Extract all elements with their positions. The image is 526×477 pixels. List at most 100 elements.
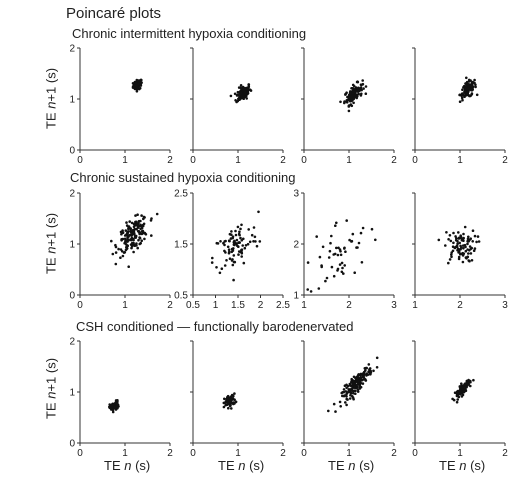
data-point [342,272,345,275]
data-point [464,256,468,259]
data-point [460,382,463,386]
data-point [344,92,347,96]
data-point [223,397,226,401]
data-point [232,243,236,246]
data-point [353,385,356,389]
data-point [361,79,365,82]
data-point [140,226,144,230]
data-point [119,230,123,234]
data-point [228,239,231,243]
data-point [336,253,340,257]
data-point [352,391,355,395]
data-point [149,219,153,222]
data-point [231,258,234,261]
data-point [345,383,348,387]
data-point [123,241,126,245]
data-point [458,386,462,389]
data-point [126,230,130,233]
x-axis-label-col-3: TE n (s) [328,458,375,473]
data-point [466,92,470,95]
data-point [466,248,469,251]
data-point [356,390,360,393]
data-point [239,84,243,87]
data-point [357,92,361,96]
data-point [125,245,128,249]
data-point [229,402,232,406]
data-point [452,241,455,245]
data-point [357,373,361,376]
data-point [324,279,327,283]
data-point [347,104,351,107]
data-point [470,259,474,262]
data-point [226,245,230,249]
data-point [469,384,472,388]
data-point [452,231,455,235]
data-point [114,251,118,254]
data-point [355,246,358,249]
x-tick-label: 1 [346,448,352,459]
data-point [461,98,464,102]
x-tick-label: 2 [457,300,463,311]
y-tick-label: 1.5 [174,240,188,251]
data-point [457,257,461,261]
data-point [229,400,232,404]
data-point [456,398,460,401]
data-point [356,80,360,84]
data-point [346,398,349,401]
data-point [230,233,233,236]
data-point [349,90,352,93]
data-point [349,394,352,397]
data-point [116,402,119,405]
data-point [350,380,353,384]
data-point [120,232,123,236]
data-point [155,212,159,216]
data-point [135,242,138,245]
data-point [114,243,117,247]
data-point [227,406,230,410]
scatter-panel-r1c1: 0 1 2 0 1 2 [69,44,173,167]
data-point [127,225,131,228]
data-point [233,92,237,96]
data-point [460,246,463,249]
data-point [463,387,466,390]
data-point [328,249,332,253]
data-point [232,394,235,398]
data-point [330,234,333,238]
data-point [134,82,138,85]
x-axis-label-col-2: TE n (s) [218,458,265,473]
data-point [236,244,239,247]
data-point [347,390,350,394]
data-point [136,87,139,90]
data-point [445,231,448,234]
data-point [345,403,348,407]
data-point [460,238,464,242]
x-tick-label: 0 [77,300,83,311]
data-point [130,221,134,225]
data-point [243,246,247,250]
x-tick-label: 0.5 [186,300,200,311]
data-point [138,236,142,240]
data-point [138,242,141,246]
data-point [460,252,463,256]
data-point [138,232,141,236]
data-point [457,392,460,396]
data-point [327,256,331,259]
data-point [334,410,337,413]
data-point [343,264,347,267]
y-tick-label: 2 [69,189,75,200]
data-point [223,243,226,247]
data-point [368,367,372,370]
x-tick-label: 1 [235,448,241,459]
data-point [108,405,111,409]
data-point [220,267,224,271]
x-tick-label: 0 [301,448,307,459]
scatter-panel-r3c1: 0 1 2 0 1 2 [69,337,173,460]
data-point [459,234,463,237]
data-point [135,244,138,247]
data-point [463,389,467,393]
data-point [450,255,453,259]
data-point [253,235,257,239]
data-point [238,94,241,98]
data-point [454,238,458,242]
data-point [129,231,133,234]
